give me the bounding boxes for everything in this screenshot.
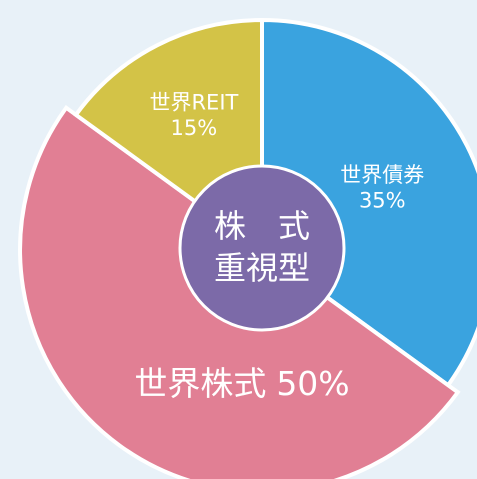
slice-label: 世界株式 50% [134,364,349,403]
center-label: 重視型 [214,249,310,287]
slice-label: 世界債券 35% [340,163,424,212]
category-label: 世界株式 [134,364,266,403]
pie-slice [260,17,477,388]
center-label: 株 式 [214,207,310,245]
value-label: 35% [359,188,406,212]
slice-label: 世界REIT 15% [149,91,238,140]
category-label: 世界REIT [149,91,238,115]
center-circle [178,164,346,332]
value-label: 50% [276,364,349,403]
category-label: 世界債券 [340,163,424,187]
value-label: 15% [171,116,218,140]
